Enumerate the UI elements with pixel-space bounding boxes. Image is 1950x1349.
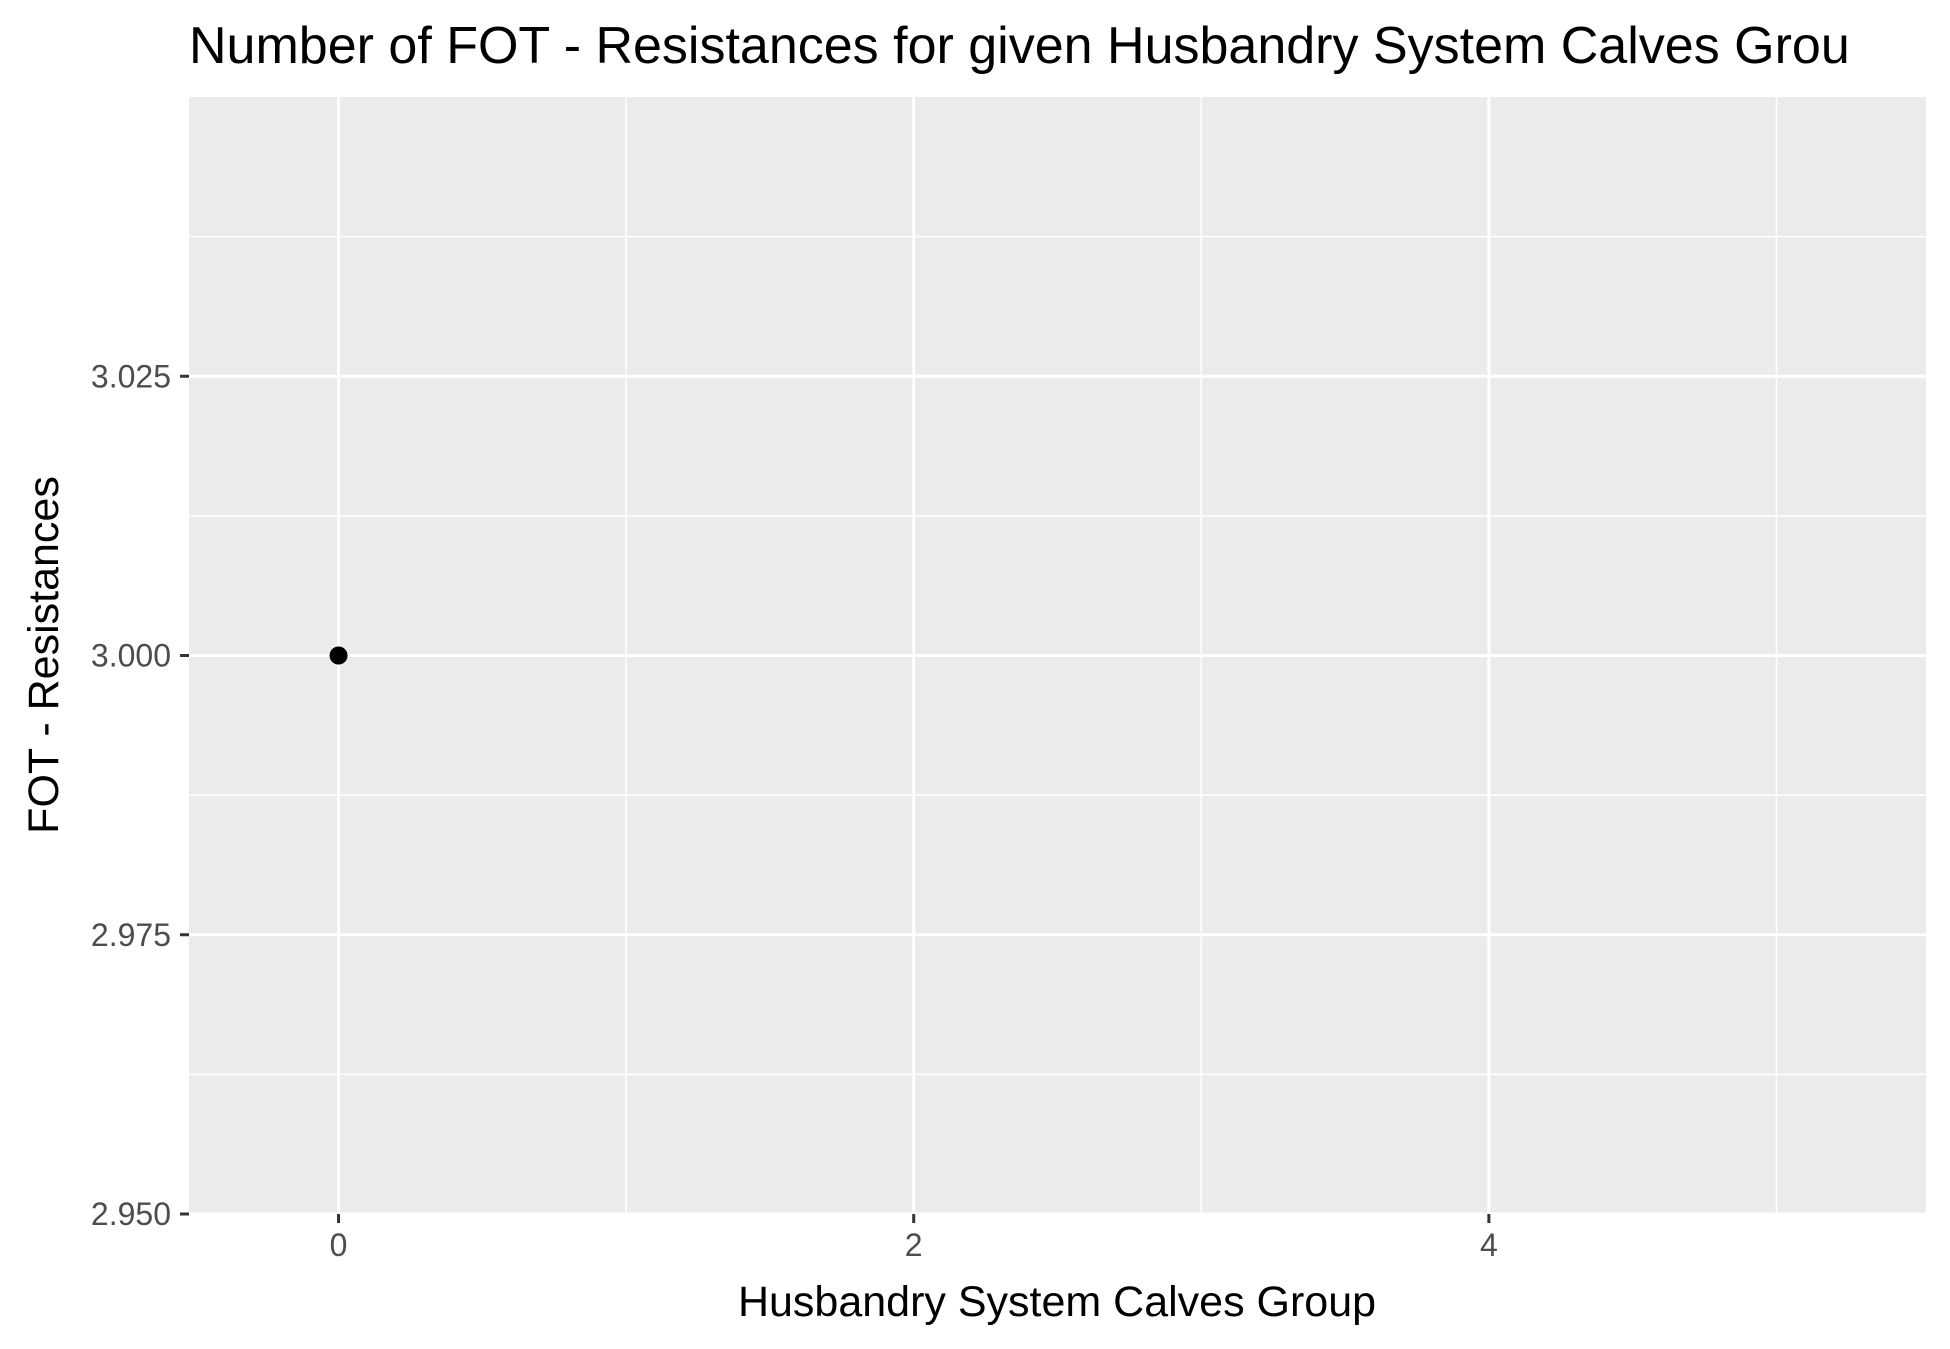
major-gridlines <box>189 97 1926 1216</box>
data-point <box>329 646 348 665</box>
y-tick-label: 2.950 <box>91 1196 171 1232</box>
axes <box>180 374 1491 1223</box>
x-tick-label: 2 <box>905 1227 923 1263</box>
y-axis-title: FOT - Resistances <box>20 476 68 834</box>
chart-title: Number of FOT - Resistances for given Hu… <box>189 17 1850 75</box>
tick-labels: 0 2 4 2.950 2.975 3.000 3.025 <box>91 358 1498 1263</box>
x-tick-label: 0 <box>330 1227 348 1263</box>
y-tick-label: 3.000 <box>91 638 171 674</box>
data-points <box>329 646 348 665</box>
y-tick-label: 3.025 <box>91 358 171 394</box>
y-tick-label: 2.975 <box>91 917 171 953</box>
x-axis-title: Husbandry System Calves Group <box>738 1278 1376 1326</box>
x-tick-label: 4 <box>1480 1227 1498 1263</box>
